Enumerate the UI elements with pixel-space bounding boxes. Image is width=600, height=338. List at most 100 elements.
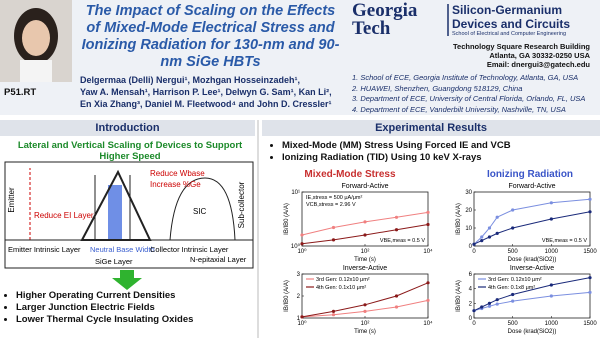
- header-band: [0, 0, 600, 115]
- annotation: IE,stress = 500 μA/μm²: [306, 195, 362, 201]
- data-point: [487, 304, 492, 308]
- data-point: [363, 233, 367, 237]
- legend-label: 4th Gen: 0.1x8 μm²: [488, 285, 535, 291]
- x-tick-label: 10⁴: [423, 248, 433, 255]
- data-point: [331, 238, 336, 242]
- legend-label: 3rd Gen: 0.12x10 μm²: [488, 277, 542, 283]
- data-point: [331, 225, 336, 230]
- data-point: [394, 228, 399, 232]
- y-tick-label: 6: [469, 272, 473, 278]
- x-tick-label: 10²: [361, 249, 370, 255]
- y-tick-label: 0: [469, 244, 473, 250]
- data-point: [331, 313, 336, 317]
- label: SIC: [193, 207, 207, 216]
- data-point: [511, 299, 515, 303]
- data-point: [495, 302, 499, 306]
- data-point: [472, 309, 476, 313]
- data-point: [549, 283, 553, 287]
- legend-label: 4th Gen: 0.1x10 μm²: [316, 285, 366, 291]
- x-tick-label: 0: [472, 249, 476, 255]
- label: SiGe Layer: [95, 257, 133, 266]
- plot-frame: [301, 191, 429, 247]
- title: The Impact of Scaling on the Effects of …: [81, 3, 340, 70]
- address-line: Email: dnergui3@gatech.edu: [486, 60, 590, 69]
- plot-title: Forward-Active: [341, 183, 388, 190]
- data-point: [487, 226, 492, 230]
- data-point: [495, 298, 499, 302]
- data-point: [331, 309, 336, 313]
- subtitle: Lateral and Vertical Scaling of Devices …: [17, 140, 243, 162]
- x-tick-label: 10²: [361, 321, 370, 327]
- data-point: [426, 298, 430, 302]
- x-tick-label: 500: [508, 249, 519, 255]
- y-tick-label: 1: [297, 316, 301, 322]
- annotation: VCB,stress = 2.96 V: [306, 202, 356, 208]
- data-point: [480, 305, 484, 309]
- y-tick-label: 10¹: [291, 190, 300, 196]
- y-tick-label: 10⁰: [291, 243, 301, 250]
- data-point: [511, 292, 515, 297]
- affiliation: 2. HUAWEI, Shenzhen, Guangdong 518129, C…: [352, 83, 523, 93]
- bullets: Mixed-Mode (MM) Stress Using Forced IE a…: [268, 140, 511, 164]
- author-line: Yaw A. Mensah¹, Harrison P. Lee¹, Delwyn…: [80, 87, 332, 97]
- y-tick-label: 4: [469, 287, 473, 293]
- y-tick-label: 30: [465, 190, 472, 196]
- base-region: [108, 185, 122, 240]
- data-point: [394, 294, 399, 298]
- y-tick-label: 3: [297, 272, 301, 278]
- affiliation: 3. Department of ECE, University of Cent…: [352, 94, 586, 103]
- data-point: [363, 303, 367, 307]
- plot-group-heading: Mixed-Mode Stress: [304, 169, 396, 180]
- label: Reduce Wbase: [150, 169, 205, 178]
- label: Collector Intrinsic Layer: [150, 245, 229, 254]
- data-point: [300, 242, 304, 246]
- label: Neutral Base Width: [90, 245, 155, 254]
- address-line: Technology Square Research Building: [453, 42, 590, 51]
- collector-profile: [169, 177, 236, 241]
- data-point: [480, 239, 484, 243]
- logo-text: Georgia Tech: [352, 0, 418, 39]
- address: Technology Square Research Building Atla…: [452, 42, 590, 69]
- label: Increase %Ge: [150, 180, 201, 189]
- x-tick-label: 1000: [545, 321, 559, 327]
- annotation: VBE,meas = 0.5 V: [542, 238, 587, 244]
- data-point: [588, 276, 592, 280]
- data-point: [300, 315, 304, 319]
- data-point: [511, 226, 515, 230]
- data-point: [588, 210, 592, 214]
- label: Emitter Intrinsic Layer: [8, 245, 81, 254]
- photo-shirt: [20, 60, 52, 82]
- authors: Delgermaa (Delli) Nergui¹, Mozhgan Hosse…: [80, 74, 340, 110]
- data-point: [363, 309, 367, 313]
- logo-line: Tech: [352, 18, 391, 39]
- y-tick-label: 20: [465, 208, 472, 214]
- data-point: [300, 233, 304, 237]
- plot-title: Inverse-Active: [343, 265, 387, 272]
- poster-id: P51.RT: [4, 87, 37, 98]
- x-tick-label: 10⁰: [297, 320, 307, 327]
- data-point: [511, 208, 515, 212]
- y-axis-label: IB/IB0 (A/A): [456, 203, 462, 235]
- group-name: Silicon-Germanium Devices and Circuits: [452, 3, 571, 31]
- label: N-epitaxial Layer: [190, 255, 247, 264]
- data-point: [549, 217, 553, 221]
- bullet: Lower Thermal Cycle Insulating Oxides: [16, 314, 193, 326]
- affiliations: 1. School of ECE, Georgia Institute of T…: [352, 73, 585, 115]
- school: School of Electrical and Computer Engine…: [452, 31, 567, 37]
- data-point: [549, 294, 553, 298]
- diagram-labels: Reduce Wbase Increase %Ge Emitter Reduce…: [7, 169, 247, 266]
- down-arrow: [112, 270, 142, 290]
- plot-title: Inverse-Active: [510, 265, 554, 272]
- y-axis-label: IB/IB0 (A/A): [284, 280, 290, 312]
- y-axis-label: IB/IB0 (A/A): [456, 280, 462, 312]
- x-tick-label: 1000: [545, 249, 559, 255]
- logo-line: Georgia: [352, 0, 418, 21]
- label: Emitter: [7, 187, 16, 213]
- plot-group-heading: Ionizing Radiation: [487, 169, 573, 180]
- x-tick-label: 10⁰: [297, 248, 307, 255]
- annotation: VBE,meas = 0.5 V: [380, 238, 425, 244]
- photo-face: [22, 20, 50, 56]
- x-tick-label: 10⁴: [423, 320, 433, 327]
- bullet: Mixed-Mode (MM) Stress Using Forced IE a…: [282, 140, 511, 152]
